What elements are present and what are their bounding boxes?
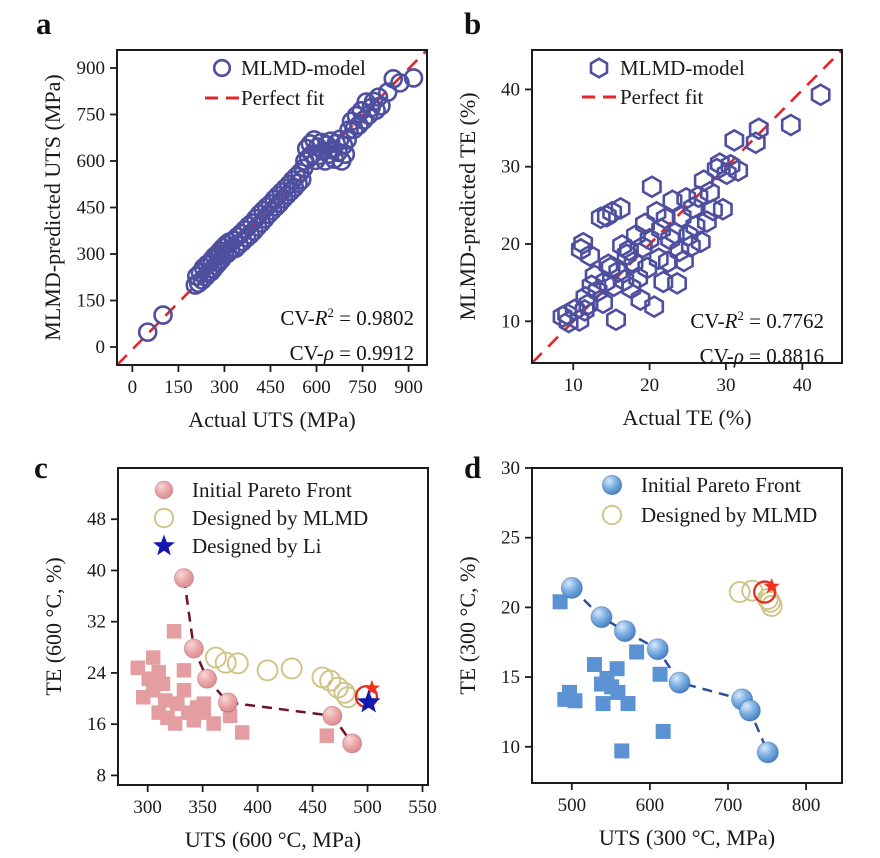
panel-label-d: d bbox=[464, 450, 482, 485]
y-axis-label: TE (300 °C, %) bbox=[455, 556, 480, 694]
svg-text:24: 24 bbox=[87, 663, 107, 684]
svg-text:500: 500 bbox=[353, 797, 382, 818]
panel-label-a: a bbox=[36, 6, 52, 41]
cv-stat-line: CV-ρ = 0.9912 bbox=[289, 341, 414, 365]
svg-text:10: 10 bbox=[501, 737, 520, 758]
svg-text:300: 300 bbox=[210, 377, 239, 398]
axes-c: 300 350 400 450 500 550 8 16 24 32 40 48 UTS (600 °C… bbox=[41, 467, 437, 852]
svg-text:32: 32 bbox=[87, 612, 106, 633]
panel-b-plot: 10 20 30 40 10 20 30 40 Actual TE (%) MLMD-predic… bbox=[455, 49, 843, 430]
svg-text:0: 0 bbox=[96, 337, 106, 358]
legend-label: MLMD-model bbox=[620, 56, 745, 80]
cv-stat-line: CV-R2 = 0.7762 bbox=[690, 308, 824, 333]
svg-text:16: 16 bbox=[87, 714, 106, 735]
axes-a: 0 150 300 450 600 750 900 0 150 300 450 600 750 900 Ac… bbox=[40, 49, 428, 432]
series-designed-by-mlmd bbox=[204, 646, 359, 709]
svg-text:450: 450 bbox=[256, 377, 285, 398]
series-initial-pareto-front bbox=[173, 568, 363, 754]
panel-a-plot: 0 150 300 450 600 750 900 0 150 300 450 600 750 900 Ac… bbox=[40, 49, 428, 432]
svg-text:150: 150 bbox=[164, 377, 193, 398]
y-axis-label: MLMD-predicted UTS (MPa) bbox=[40, 74, 65, 340]
svg-text:20: 20 bbox=[501, 234, 520, 255]
svg-text:30: 30 bbox=[501, 157, 520, 178]
svg-text:48: 48 bbox=[87, 509, 106, 530]
svg-text:700: 700 bbox=[714, 795, 743, 816]
svg-text:30: 30 bbox=[501, 458, 520, 479]
legend-label: Designed by Li bbox=[192, 534, 322, 558]
svg-text:40: 40 bbox=[501, 79, 520, 100]
axes-b: 10 20 30 40 10 20 30 40 Actual TE (%) MLMD-predic… bbox=[455, 49, 843, 430]
svg-text:10: 10 bbox=[564, 375, 583, 396]
legend-label: Perfect fit bbox=[620, 85, 704, 109]
y-axis-label: TE (600 °C, %) bbox=[41, 557, 66, 695]
x-axis-label: UTS (300 °C, MPa) bbox=[599, 825, 775, 850]
svg-text:40: 40 bbox=[87, 560, 106, 581]
svg-text:900: 900 bbox=[394, 377, 423, 398]
legend-label: Initial Pareto Front bbox=[192, 478, 352, 502]
legend-label: MLMD-model bbox=[241, 56, 366, 80]
series-designed-by-li bbox=[356, 689, 381, 713]
svg-text:350: 350 bbox=[188, 797, 217, 818]
svg-text:15: 15 bbox=[501, 667, 520, 688]
svg-text:600: 600 bbox=[77, 151, 106, 172]
series-best-design-star bbox=[763, 578, 780, 594]
svg-text:800: 800 bbox=[792, 795, 821, 816]
legend-b: MLMD-model Perfect fit bbox=[582, 56, 745, 109]
svg-text:0: 0 bbox=[128, 377, 138, 398]
x-axis-label: UTS (600 °C, MPa) bbox=[185, 827, 361, 852]
svg-text:8: 8 bbox=[97, 765, 107, 786]
legend-d: Initial Pareto Front Designed by MLMD bbox=[601, 473, 817, 527]
legend-label: Designed by MLMD bbox=[192, 506, 368, 530]
panel-label-c: c bbox=[34, 450, 48, 485]
svg-text:300: 300 bbox=[133, 797, 162, 818]
svg-text:30: 30 bbox=[716, 375, 735, 396]
svg-text:600: 600 bbox=[636, 795, 665, 816]
legend-a: MLMD-model Perfect fit bbox=[205, 56, 366, 110]
svg-text:450: 450 bbox=[77, 198, 106, 219]
legend-label: Initial Pareto Front bbox=[641, 473, 801, 497]
svg-text:20: 20 bbox=[640, 375, 659, 396]
svg-text:450: 450 bbox=[298, 797, 327, 818]
x-axis-label: Actual UTS (MPa) bbox=[188, 407, 355, 432]
series-initial-pareto-front bbox=[560, 576, 779, 764]
y-axis-label: MLMD-predicted TE (%) bbox=[455, 92, 480, 320]
svg-text:550: 550 bbox=[408, 797, 437, 818]
svg-text:300: 300 bbox=[77, 244, 106, 265]
svg-text:500: 500 bbox=[558, 795, 587, 816]
cv-stats-panel-a: CV-R2 = 0.9802 CV-ρ = 0.9912 bbox=[280, 298, 414, 368]
svg-text:600: 600 bbox=[302, 377, 331, 398]
legend-label: Designed by MLMD bbox=[641, 503, 817, 527]
panel-c-plot: 300 350 400 450 500 550 8 16 24 32 40 48 UTS (600 °C… bbox=[41, 467, 437, 852]
series-mlmd-model bbox=[137, 68, 424, 342]
series-training-data bbox=[552, 594, 671, 759]
svg-text:40: 40 bbox=[793, 375, 812, 396]
svg-text:400: 400 bbox=[243, 797, 272, 818]
panel-d-plot: 500 600 700 800 10 15 20 25 30 UTS (300 °C, MPa) T… bbox=[455, 458, 843, 850]
svg-text:750: 750 bbox=[348, 377, 377, 398]
svg-text:150: 150 bbox=[77, 291, 106, 312]
series-training-data bbox=[130, 624, 335, 743]
series-best-design-star bbox=[363, 679, 380, 696]
x-axis-label: Actual TE (%) bbox=[622, 405, 751, 430]
series-mlmd-model bbox=[552, 83, 831, 334]
svg-text:900: 900 bbox=[77, 58, 106, 79]
cv-stat-line: CV-R2 = 0.9802 bbox=[280, 305, 414, 330]
svg-text:20: 20 bbox=[501, 597, 520, 618]
svg-text:750: 750 bbox=[77, 104, 106, 125]
cv-stats-panel-b: CV-R2 = 0.7762 CV-ρ = 0.8816 bbox=[690, 301, 824, 371]
svg-text:10: 10 bbox=[501, 311, 520, 332]
legend-label: Perfect fit bbox=[241, 86, 325, 110]
axes-d: 500 600 700 800 10 15 20 25 30 UTS (300 °C, MPa) T… bbox=[455, 458, 843, 850]
cv-stat-line: CV-ρ = 0.8816 bbox=[699, 344, 824, 368]
panel-label-b: b bbox=[464, 6, 482, 41]
svg-text:25: 25 bbox=[501, 528, 520, 549]
legend-c: Initial Pareto Front Designed by MLMD Desi… bbox=[153, 478, 368, 558]
